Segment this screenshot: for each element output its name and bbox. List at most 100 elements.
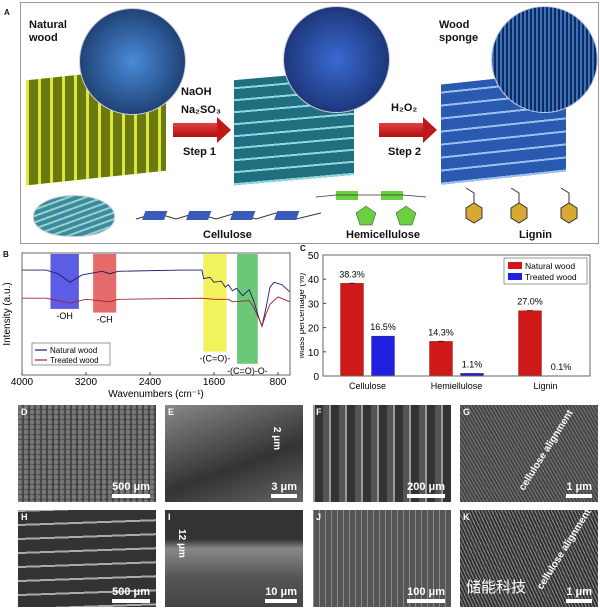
panel-label: J bbox=[316, 512, 322, 522]
lignin-label: Lignin bbox=[519, 229, 552, 241]
panel-label: I bbox=[168, 512, 171, 522]
y-tick-label: 40 bbox=[308, 275, 320, 286]
scale-bar-label: 500 μm bbox=[112, 586, 150, 598]
scale-bar-line bbox=[566, 494, 592, 498]
plot-frame bbox=[21, 252, 291, 376]
y-axis-label: Mass percentage (%) bbox=[300, 273, 306, 359]
legend-label: Natural wood bbox=[525, 261, 575, 271]
wood-sponge-zoom-circle bbox=[491, 6, 598, 113]
scale-bar: 1 μm bbox=[566, 481, 592, 498]
wood-sponge-label: Wood sponge bbox=[439, 19, 479, 44]
natural-wood-label: Natural wood bbox=[29, 19, 67, 44]
sem-image-i: I 10 μm 12 μm bbox=[165, 510, 303, 607]
y-axis-label: Intensity (a.u.) bbox=[2, 282, 13, 345]
scale-bar: 3 μm bbox=[271, 481, 297, 498]
bar-cellulose-1 bbox=[371, 335, 395, 377]
watermark: 储能科技 bbox=[466, 579, 527, 596]
step1-arrow-icon bbox=[173, 117, 231, 143]
legend-label: Treated wood bbox=[525, 272, 577, 282]
panel-label: D bbox=[21, 407, 28, 417]
scale-bar: 200 μm bbox=[407, 481, 445, 498]
data-label: 14.3% bbox=[428, 327, 454, 337]
cellulose-label: Cellulose bbox=[203, 229, 252, 241]
panel-label: H bbox=[21, 512, 28, 522]
fiber-bundle-illustration bbox=[33, 195, 115, 237]
legend-label: Treated wood bbox=[50, 356, 99, 365]
step1-label: Step 1 bbox=[183, 146, 217, 158]
sem-image-f: F 200 μm bbox=[313, 405, 451, 502]
category-label: Hemiellulose bbox=[431, 381, 483, 391]
panel-label-b: B bbox=[3, 250, 9, 259]
band-label: -(C=O)-O- bbox=[227, 366, 268, 376]
panel-label: K bbox=[463, 512, 470, 522]
panel-label: G bbox=[463, 407, 471, 417]
panel-a-schematic: Natural wood NaOH Na₂SO₃ Step 1 H₂O₂ Ste… bbox=[20, 2, 599, 244]
hemicellulose-structure-icon bbox=[316, 191, 427, 226]
scale-bar: 100 μm bbox=[407, 586, 445, 603]
x-tick-label: 3200 bbox=[75, 377, 98, 388]
plot-frame bbox=[322, 254, 591, 377]
annotation: cellulose alignment bbox=[535, 510, 594, 592]
scale-bar: 1 μm bbox=[566, 586, 592, 603]
legend-swatch bbox=[508, 262, 522, 269]
legend-label: Natural wood bbox=[50, 346, 97, 355]
y-tick-label: 20 bbox=[308, 324, 320, 335]
panel-label-c: C bbox=[300, 244, 306, 253]
scale-bar: 500 μm bbox=[112, 586, 150, 603]
step1-reagent: Na₂SO₃ bbox=[181, 104, 221, 116]
sem-image-d: D 500 μm bbox=[18, 405, 156, 502]
data-label: 16.5% bbox=[370, 322, 396, 332]
band-label: -(C=O)- bbox=[200, 354, 231, 364]
legend-swatch bbox=[508, 273, 522, 280]
x-tick-label: 4000 bbox=[11, 377, 34, 388]
scale-bar-label: 1 μm bbox=[566, 481, 592, 493]
scale-bar-line bbox=[265, 599, 297, 603]
sem-image-j: J 100 μm bbox=[313, 510, 451, 607]
band-2 bbox=[203, 254, 227, 352]
sem-image-h: H 500 μm bbox=[18, 510, 156, 607]
series-line-0 bbox=[22, 269, 291, 328]
scale-bar-label: 500 μm bbox=[112, 481, 150, 493]
band-label: -CH bbox=[97, 315, 113, 325]
scale-bar-line bbox=[112, 599, 150, 603]
natural-wood-zoom-circle bbox=[79, 8, 186, 115]
data-label: 0.1% bbox=[551, 362, 572, 372]
data-label: 38.3% bbox=[339, 269, 365, 279]
scale-bar-label: 3 μm bbox=[271, 481, 297, 493]
band-label: -OH bbox=[56, 311, 73, 321]
lignin-structure-icon bbox=[465, 188, 578, 224]
annotation: 12 μm bbox=[175, 529, 187, 558]
data-label: 1.1% bbox=[462, 359, 483, 369]
category-label: Cellulose bbox=[349, 381, 386, 391]
panel-label: E bbox=[168, 407, 175, 417]
y-tick-label: 0 bbox=[313, 372, 319, 383]
sem-image-g: G 1 μm cellulose alignment bbox=[460, 405, 598, 502]
step2-label: Step 2 bbox=[388, 146, 422, 158]
sem-image-e: E 3 μm 2 μm bbox=[165, 405, 303, 502]
x-tick-label: 800 bbox=[270, 377, 287, 388]
y-tick-label: 30 bbox=[308, 299, 320, 310]
scale-bar: 10 μm bbox=[265, 586, 297, 603]
band-0 bbox=[50, 254, 79, 309]
step1-zoom-circle bbox=[283, 6, 390, 113]
y-tick-label: 10 bbox=[308, 348, 320, 359]
step2-reagent: H₂O₂ bbox=[391, 102, 418, 114]
sem-image-k: K 1 μm cellulose alignment 储能科技 bbox=[460, 510, 598, 607]
bar-cellulose-0 bbox=[340, 283, 364, 377]
step2-arrow-icon bbox=[379, 117, 437, 143]
series-line-1 bbox=[22, 296, 291, 328]
step1-reagent: NaOH bbox=[181, 86, 212, 98]
x-tick-label: 2400 bbox=[139, 377, 162, 388]
x-tick-label: 1600 bbox=[203, 377, 226, 388]
panel-label: F bbox=[316, 407, 322, 417]
scale-bar-label: 10 μm bbox=[265, 586, 297, 598]
scale-bar-label: 200 μm bbox=[407, 481, 445, 493]
scale-bar-label: 1 μm bbox=[566, 586, 592, 598]
scale-bar-line bbox=[271, 494, 297, 498]
band-3 bbox=[237, 254, 258, 364]
scale-bar-line bbox=[407, 494, 445, 498]
bar-lignin-0 bbox=[518, 310, 542, 377]
panel-label-a: A bbox=[4, 8, 10, 17]
mass-percentage-chart: 0 10 20 30 40 50 38.3% 16.5% Cellulose 14.3% 1.1% H… bbox=[300, 251, 591, 391]
bar-hemiellulose-0 bbox=[429, 341, 453, 377]
